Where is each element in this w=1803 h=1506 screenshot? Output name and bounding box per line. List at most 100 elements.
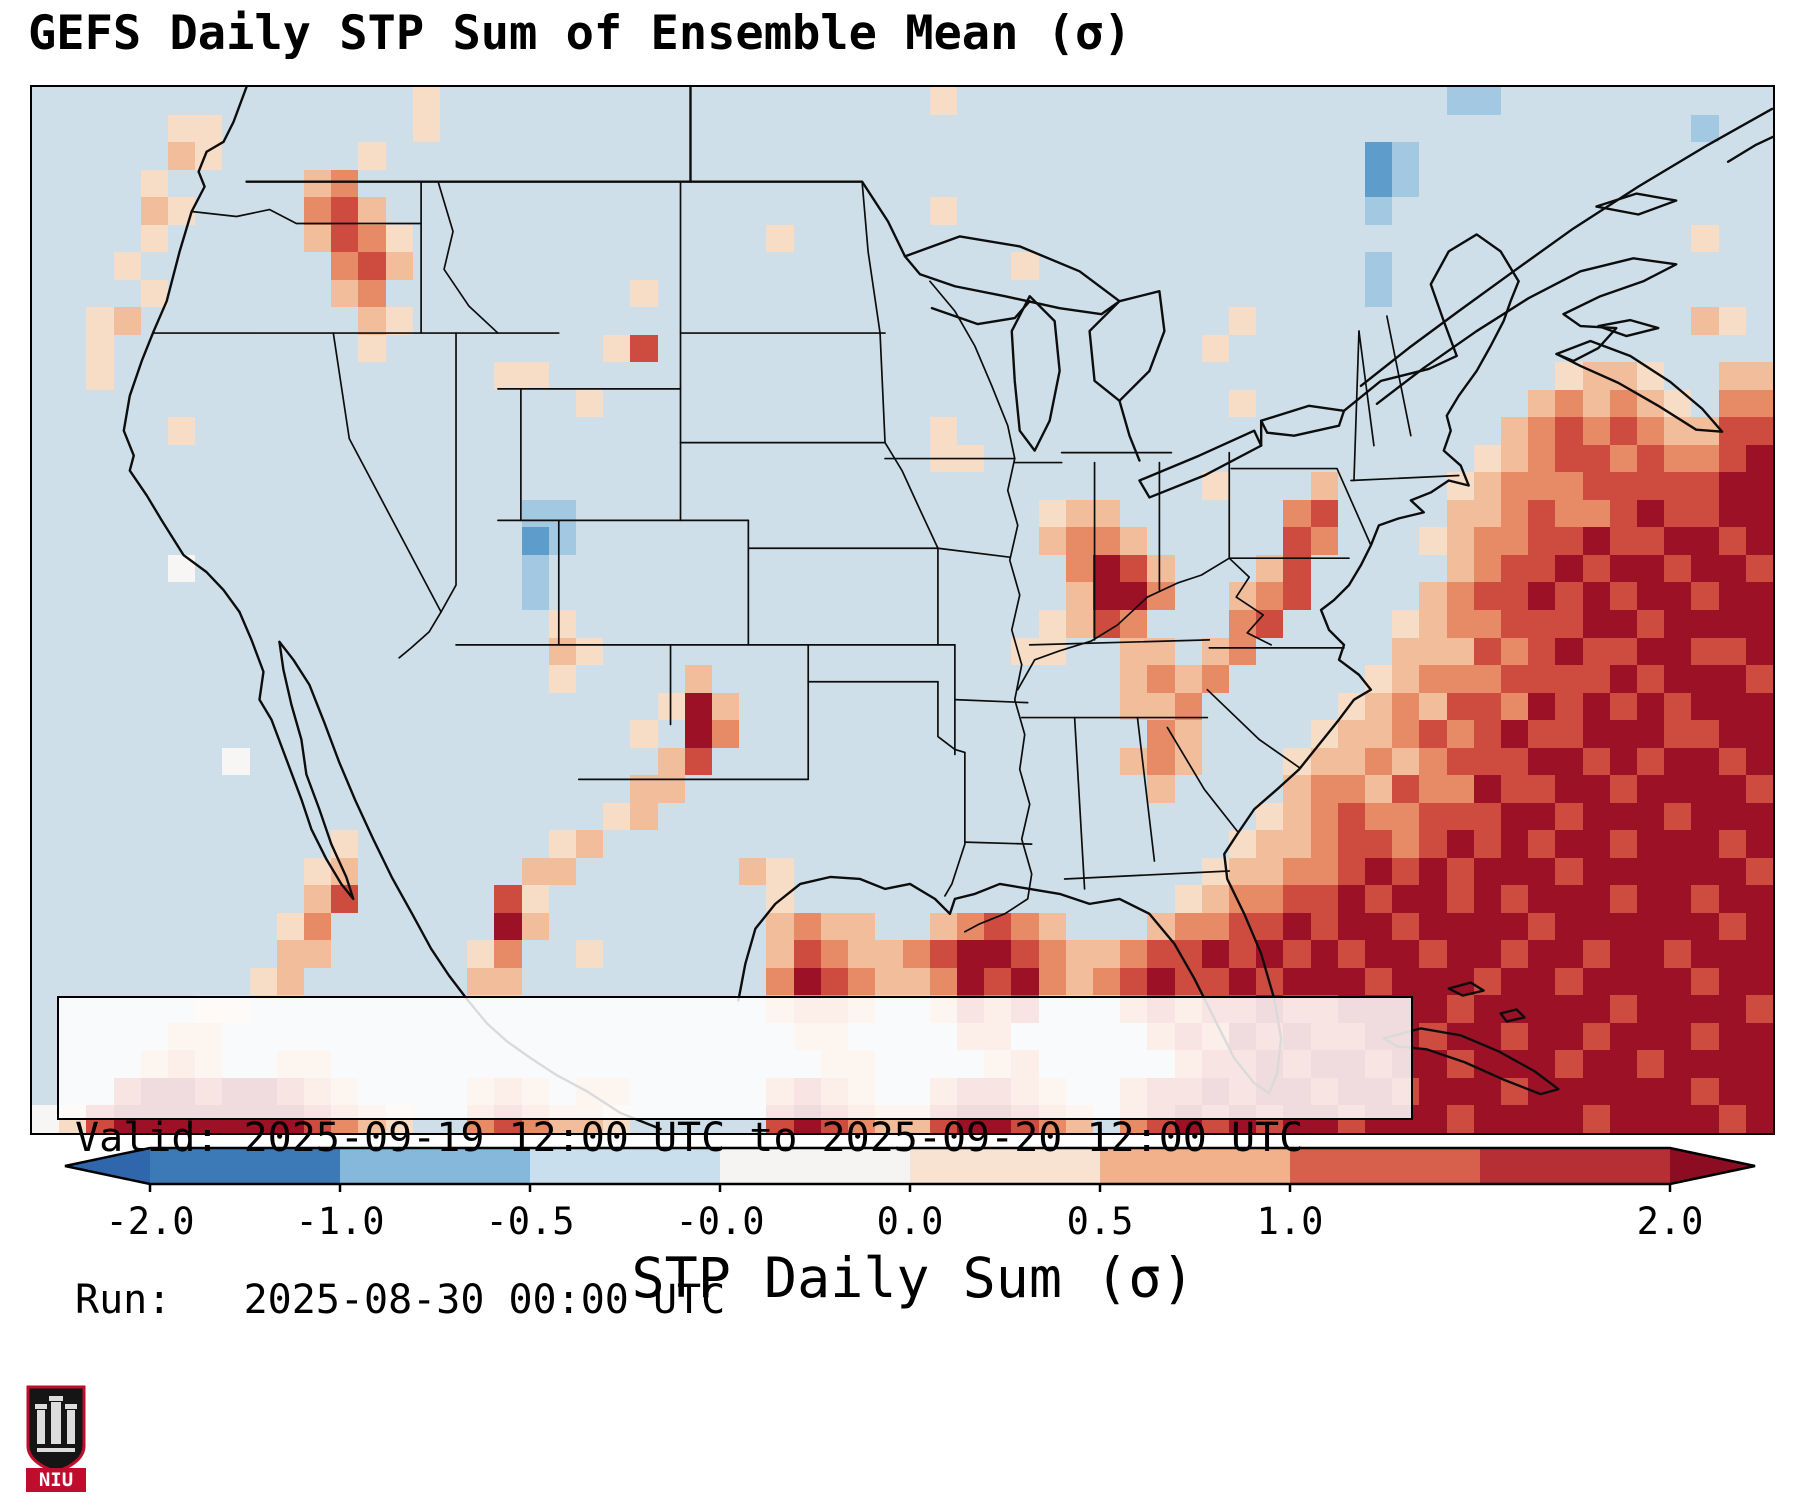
heatmap-cell (113, 499, 141, 528)
heatmap-cell (956, 665, 985, 693)
heatmap-cell (875, 830, 903, 858)
heatmap-cell (1582, 637, 1610, 666)
heatmap-cell (358, 609, 386, 638)
heatmap-cell (712, 472, 740, 500)
heatmap-cell (1664, 114, 1692, 143)
heatmap-cell (168, 885, 196, 913)
heatmap-cell (304, 417, 332, 445)
ia-south-border (937, 547, 1011, 559)
heatmap-cell (1636, 499, 1665, 528)
heatmap-cell (1310, 967, 1338, 996)
heatmap-cell (113, 472, 141, 500)
heatmap-cell (1065, 747, 1093, 776)
heatmap-cell (929, 692, 957, 721)
heatmap-cell (820, 417, 849, 445)
heatmap-cell (929, 389, 957, 418)
heatmap-cell (440, 885, 468, 913)
heatmap-cell (848, 637, 876, 666)
heatmap-cell (929, 142, 957, 170)
heatmap-cell (848, 417, 876, 445)
heatmap-cell (848, 279, 876, 308)
heatmap-cell (956, 775, 985, 803)
heatmap-cell (576, 472, 604, 500)
heatmap-cell (1120, 967, 1148, 996)
heatmap-cell (1065, 582, 1093, 610)
heatmap-cell (1256, 885, 1284, 913)
heatmap-cell (1718, 87, 1746, 115)
heatmap-cell (1745, 692, 1773, 721)
heatmap-cell (86, 885, 114, 913)
heatmap-cell (684, 830, 713, 858)
heatmap-cell (1201, 885, 1229, 913)
heatmap-cell (739, 417, 767, 445)
heatmap-cell (1364, 197, 1393, 225)
heatmap-cell (712, 582, 740, 610)
heatmap-cell (1092, 554, 1121, 583)
heatmap-cell (929, 472, 957, 500)
heatmap-cell (195, 665, 223, 693)
heatmap-cell (1256, 114, 1284, 143)
heatmap-cell (1392, 802, 1420, 831)
heatmap-cell (521, 444, 549, 473)
heatmap-cell (1201, 472, 1229, 500)
heatmap-cell (1011, 142, 1039, 170)
niu-logo: NIU (26, 1385, 86, 1492)
heatmap-cell (440, 637, 468, 666)
heatmap-cell (1528, 967, 1556, 996)
heatmap-cell (1174, 114, 1202, 143)
heatmap-cell (902, 197, 930, 225)
bahama-island-2 (1499, 1008, 1526, 1023)
heatmap-cell (412, 692, 441, 721)
heatmap-cell (86, 527, 114, 555)
heatmap-cell (32, 197, 60, 225)
heatmap-cell (1228, 609, 1257, 638)
heatmap-cell (440, 87, 468, 115)
heatmap-cell (603, 279, 631, 308)
heatmap-cell (222, 279, 250, 308)
ca-nv-border (332, 332, 442, 613)
heatmap-cell (385, 169, 413, 198)
heatmap-cell (1718, 995, 1746, 1023)
heatmap-cell (276, 967, 305, 996)
heatmap-cell (902, 334, 930, 363)
heatmap-cell (1582, 857, 1610, 886)
heatmap-cell (1092, 334, 1121, 363)
heatmap-cell (1065, 197, 1093, 225)
heatmap-cell (1419, 830, 1447, 858)
heatmap-cell (1038, 527, 1066, 555)
heatmap-cell (603, 692, 631, 721)
heatmap-cell (1228, 912, 1257, 941)
heatmap-cell (603, 417, 631, 445)
heatmap-cell (1419, 417, 1447, 445)
heatmap-cell (793, 362, 821, 390)
heatmap-cell (59, 279, 87, 308)
heatmap-cell (1038, 967, 1066, 996)
heatmap-cell (1555, 582, 1583, 610)
heatmap-cell (1528, 417, 1556, 445)
heatmap-cell (1038, 472, 1066, 500)
heatmap-cell (249, 334, 277, 363)
heatmap-cell (1718, 665, 1746, 693)
heatmap-cell (521, 940, 549, 968)
heatmap-cell (168, 444, 196, 473)
heatmap-cell (902, 279, 930, 308)
heatmap-cell (548, 554, 577, 583)
heatmap-cell (385, 472, 413, 500)
heatmap-cell (1609, 87, 1637, 115)
heatmap-cell (1392, 967, 1420, 996)
heatmap-cell (1147, 720, 1175, 748)
heatmap-cell (1473, 637, 1501, 666)
heatmap-cell (684, 857, 713, 886)
heatmap-cell (358, 279, 386, 308)
heatmap-cell (140, 830, 169, 858)
heatmap-cell (1364, 252, 1393, 280)
heatmap-cell (820, 307, 849, 335)
heatmap-cell (1364, 802, 1393, 831)
heatmap-cell (1636, 720, 1665, 748)
heatmap-cell (1555, 197, 1583, 225)
heatmap-cell (412, 720, 441, 748)
heatmap-cell (32, 417, 60, 445)
heatmap-cell (1582, 499, 1610, 528)
heatmap-cell (1636, 114, 1665, 143)
heatmap-cell (1038, 87, 1066, 115)
